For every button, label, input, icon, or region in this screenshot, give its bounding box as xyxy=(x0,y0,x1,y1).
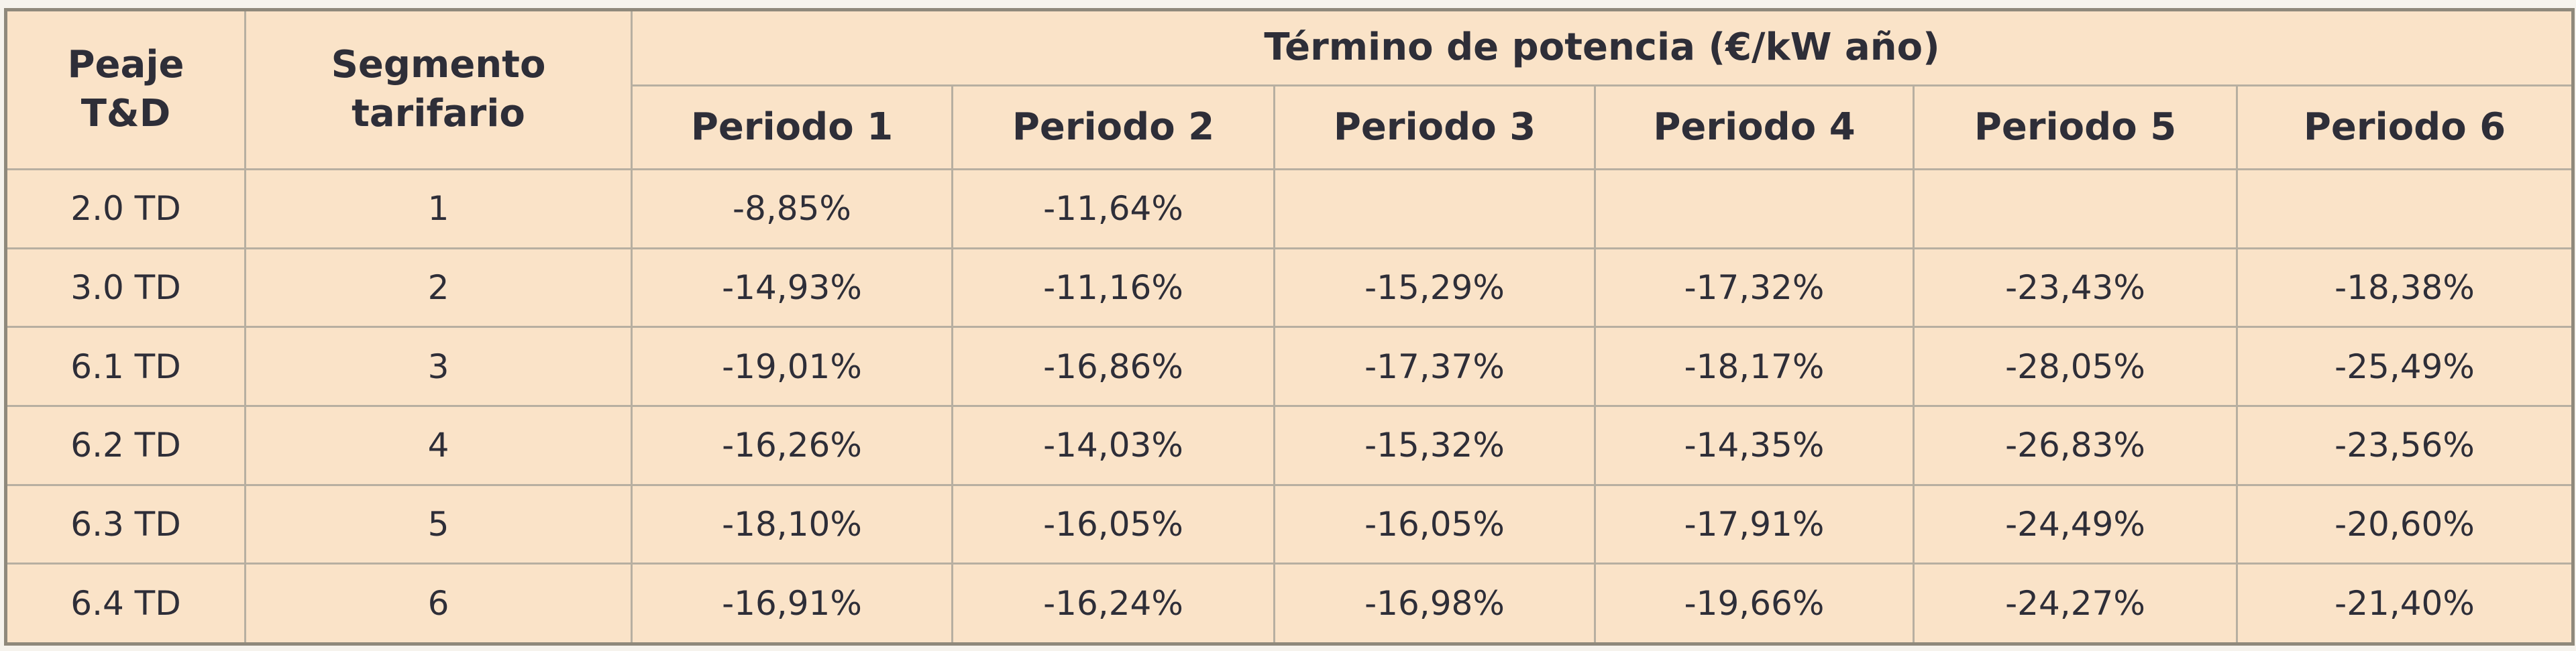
cell-value-p2: -16,05% xyxy=(951,483,1275,565)
cell-value-p1: -14,93% xyxy=(631,247,953,329)
cell-value-p3: -16,05% xyxy=(1273,483,1596,565)
cell-value-p3: -15,32% xyxy=(1273,405,1596,486)
cell-segmento: 5 xyxy=(244,483,633,565)
header-periodo-6: Periodo 6 xyxy=(2235,84,2575,170)
cell-value-p6: -20,60% xyxy=(2235,483,2575,565)
cell-value-p6: -23,56% xyxy=(2235,405,2575,486)
header-peaje-td: Peaje T&D xyxy=(5,9,246,170)
header-segmento-tarifario: Segmento tarifario xyxy=(244,9,633,170)
cell-value-p2: -11,64% xyxy=(951,168,1275,249)
cell-value-p2: -16,24% xyxy=(951,563,1275,645)
header-termino-de-potencia: Término de potencia (€/kW año) xyxy=(630,9,2575,86)
cell-value-p4: -19,66% xyxy=(1594,563,1915,645)
header-group-row: Peaje T&D Segmento tarifario Término de … xyxy=(5,9,2575,170)
cell-value-p6: -25,49% xyxy=(2235,326,2575,408)
table-header: Peaje T&D Segmento tarifario Término de … xyxy=(5,9,2575,170)
table-row-20td: 2.0 TD 1 -8,85% -11,64% xyxy=(5,168,2575,249)
tariff-discount-table: Peaje T&D Segmento tarifario Término de … xyxy=(4,8,2575,646)
cell-peaje: 6.1 TD xyxy=(5,326,246,408)
cell-value-p3: -16,98% xyxy=(1273,563,1596,645)
table-row-64td: 6.4 TD 6 -16,91% -16,24% -16,98% -19,66%… xyxy=(5,563,2575,645)
cell-peaje: 6.2 TD xyxy=(5,405,246,486)
cell-peaje: 6.3 TD xyxy=(5,483,246,565)
header-period-row: Periodo 1 Periodo 2 Periodo 3 Periodo 4 … xyxy=(6,84,2575,170)
header-periodo-5: Periodo 5 xyxy=(1913,84,2238,170)
table-row-62td: 6.2 TD 4 -16,26% -14,03% -15,32% -14,35%… xyxy=(5,405,2575,486)
cell-segmento: 6 xyxy=(244,563,633,645)
cell-peaje: 2.0 TD xyxy=(5,168,246,249)
cell-value-p3: -15,29% xyxy=(1273,247,1596,329)
cell-value-p2: -16,86% xyxy=(951,326,1275,408)
cell-value-p3 xyxy=(1273,168,1596,249)
cell-value-p2: -14,03% xyxy=(951,405,1275,486)
table-body: 2.0 TD 1 -8,85% -11,64% 3.0 TD 2 -14,93%… xyxy=(5,168,2575,645)
cell-value-p4 xyxy=(1594,168,1915,249)
table-row-63td: 6.3 TD 5 -18,10% -16,05% -16,05% -17,91%… xyxy=(5,483,2575,565)
cell-value-p1: -8,85% xyxy=(631,168,953,249)
cell-segmento: 3 xyxy=(244,326,633,408)
table-row-30td: 3.0 TD 2 -14,93% -11,16% -15,29% -17,32%… xyxy=(5,247,2575,329)
header-periodo-4: Periodo 4 xyxy=(1594,84,1915,170)
cell-peaje: 6.4 TD xyxy=(5,563,246,645)
cell-peaje: 3.0 TD xyxy=(5,247,246,329)
cell-value-p5: -28,05% xyxy=(1913,326,2238,408)
cell-value-p6 xyxy=(2235,168,2575,249)
cell-value-p1: -16,91% xyxy=(631,563,953,645)
cell-segmento: 4 xyxy=(244,405,633,486)
cell-value-p6: -18,38% xyxy=(2235,247,2575,329)
cell-value-p5: -23,43% xyxy=(1913,247,2238,329)
cell-value-p5: -24,27% xyxy=(1913,563,2238,645)
cell-value-p2: -11,16% xyxy=(951,247,1275,329)
cell-value-p1: -16,26% xyxy=(631,405,953,486)
cell-value-p4: -17,91% xyxy=(1594,483,1915,565)
table-row-61td: 6.1 TD 3 -19,01% -16,86% -17,37% -18,17%… xyxy=(5,326,2575,408)
cell-value-p4: -17,32% xyxy=(1594,247,1915,329)
cell-segmento: 1 xyxy=(244,168,633,249)
cell-value-p3: -17,37% xyxy=(1273,326,1596,408)
cell-value-p1: -19,01% xyxy=(631,326,953,408)
cell-value-p6: -21,40% xyxy=(2235,563,2575,645)
header-periodo-2: Periodo 2 xyxy=(951,84,1275,170)
cell-value-p4: -14,35% xyxy=(1594,405,1915,486)
cell-value-p5 xyxy=(1913,168,2238,249)
cell-value-p1: -18,10% xyxy=(631,483,953,565)
header-periodo-3: Periodo 3 xyxy=(1273,84,1596,170)
cell-value-p5: -26,83% xyxy=(1913,405,2238,486)
cell-value-p4: -18,17% xyxy=(1594,326,1915,408)
header-periodo-1: Periodo 1 xyxy=(631,84,953,170)
cell-value-p5: -24,49% xyxy=(1913,483,2238,565)
cell-segmento: 2 xyxy=(244,247,633,329)
